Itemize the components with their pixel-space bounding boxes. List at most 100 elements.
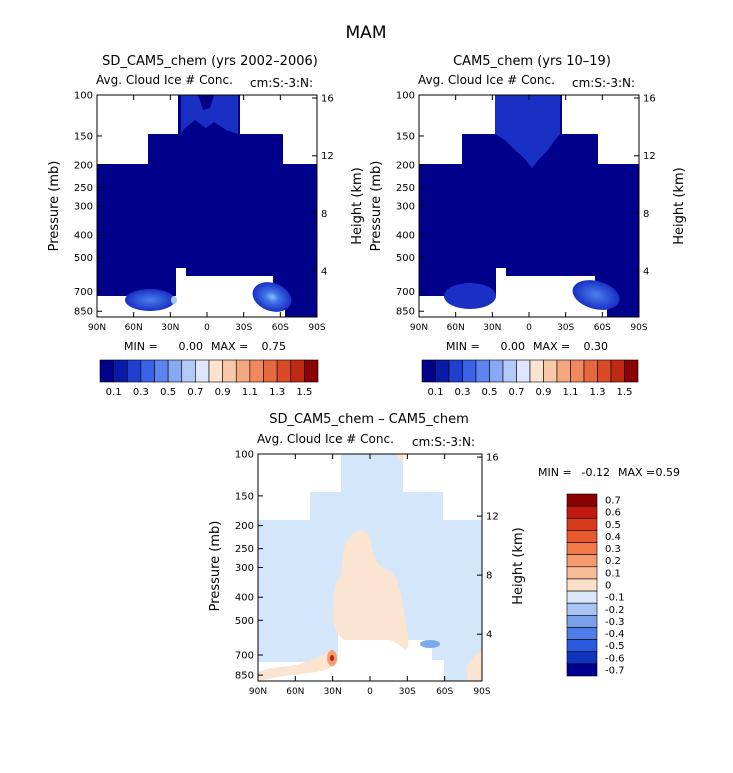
- panel-sd-colorbar-label: 0.9: [215, 387, 231, 398]
- panel-diff-units: cm:S:-3:N:: [412, 435, 475, 449]
- panel-cam-title: CAM5_chem (yrs 10–19): [453, 54, 611, 69]
- panel-cam-colorbar-swatch: [570, 359, 585, 383]
- panel-cam-units: cm:S:-3:N:: [572, 76, 635, 90]
- panel-sd-colorbar-swatch: [113, 359, 128, 383]
- panel-diff-x-tick-label: 30N: [324, 687, 342, 697]
- panel-cam-colorbar-swatch: [489, 359, 504, 383]
- panel-cam-y-tick-right-label: 4: [643, 267, 649, 278]
- panel-sd-x-tick-label: 30S: [235, 323, 252, 333]
- panel-sd-colorbar-label: 1.1: [242, 387, 258, 398]
- panel-sd-colorbar-swatch: [222, 359, 237, 383]
- panel-sd-y-tick-label: 250: [74, 183, 93, 194]
- panel-sd-colorbar-label: 1.3: [269, 387, 285, 398]
- panel-diff-subtitle: Avg. Cloud Ice # Conc.: [257, 432, 394, 446]
- panel-diff-y-tick-label: 250: [235, 544, 254, 555]
- panel-sd-y-tick-label: 100: [74, 91, 93, 102]
- panel-diff-x-tick-label: 30S: [399, 687, 416, 697]
- panel-sd-units: cm:S:-3:N:: [250, 76, 313, 90]
- panel-sd-min-value: 0.00: [179, 340, 204, 353]
- panel-diff-y-tick-label: 100: [235, 450, 254, 461]
- panel-diff-colorbar-label: -0.2: [605, 605, 625, 616]
- panel-diff-y-tick-right-label: 4: [486, 630, 492, 641]
- panel-sd-y-tick-label: 400: [74, 231, 93, 242]
- panel-cam-colorbar-label: 0.7: [509, 387, 525, 398]
- panel-diff-colorbar-label: 0.7: [605, 496, 621, 507]
- panel-cam-x-tick-label: 60S: [594, 323, 611, 333]
- panel-cam-colorbar-swatch: [543, 359, 558, 383]
- panel-diff-colorbar-label: -0.7: [605, 665, 625, 676]
- panel-diff-title: SD_CAM5_chem – CAM5_chem: [269, 412, 469, 427]
- panel-diff-colorbar-swatch: [566, 639, 598, 653]
- panel-sd-colorbar-swatch: [126, 359, 142, 383]
- panel-sd-max-value: 0.75: [262, 340, 287, 353]
- panel-sd-min-label: MIN =: [124, 340, 158, 353]
- panel-cam-ylabel-right: Height (km): [672, 167, 687, 244]
- panel-cam-ice-upper: [495, 95, 560, 168]
- panel-sd-ice-spot: [171, 296, 177, 304]
- panel-diff-max-value: 0.59: [656, 466, 681, 479]
- panel-diff-colorbar-swatch: [566, 627, 598, 640]
- panel-cam-colorbar-label: 1.5: [617, 387, 633, 398]
- panel-cam-y-tick-right-label: 12: [643, 151, 656, 162]
- panel-cam-colorbar-swatch: [516, 359, 531, 383]
- panel-cam-colorbar-swatch: [502, 359, 517, 383]
- panel-sd-colorbar-label: 0.3: [133, 387, 149, 398]
- panel-diff-colorbar-swatch: [566, 602, 598, 616]
- panel-sd-colorbar-swatch: [304, 359, 319, 383]
- panel-sd-colorbar-swatch: [263, 359, 278, 383]
- panel-diff: SD_CAM5_chem – CAM5_chem Avg. Cloud Ice …: [208, 412, 680, 697]
- panel-sd-title: SD_CAM5_chem (yrs 2002–2006): [102, 54, 318, 69]
- panel-cam-colorbar-swatch: [597, 359, 612, 383]
- panel-sd-y-tick-right-label: 16: [321, 94, 334, 105]
- panel-diff-x-tick-label: 0: [367, 687, 373, 697]
- panel-sd: SD_CAM5_chem (yrs 2002–2006) Avg. Cloud …: [47, 54, 365, 398]
- panel-cam-colorbar-swatch: [475, 359, 490, 383]
- panel-cam-ice-region: [419, 95, 639, 317]
- panel-diff-y-tick-label: 400: [235, 593, 254, 604]
- panel-sd-colorbar-swatch: [235, 359, 251, 383]
- panel-diff-colorbar-swatch: [566, 651, 598, 665]
- panel-diff-colorbar-label: 0.4: [605, 532, 621, 543]
- panel-diff-colorbar-swatch: [566, 505, 598, 519]
- panel-cam-colorbar-swatch: [435, 359, 450, 383]
- panel-diff-neg-spot: [420, 640, 440, 648]
- panel-cam-colorbar-swatch: [529, 359, 544, 383]
- panel-cam-subtitle: Avg. Cloud Ice # Conc.: [418, 73, 555, 87]
- panel-diff-x-tick-label: 60N: [286, 687, 304, 697]
- panel-cam-colorbar-label: 0.5: [482, 387, 498, 398]
- panel-sd-colorbar-swatch: [140, 359, 155, 383]
- panel-sd-x-tick-label: 90S: [308, 323, 325, 333]
- panel-cam-y-tick-label: 500: [396, 253, 415, 264]
- panel-sd-y-tick-label: 150: [74, 131, 93, 142]
- panel-diff-ylabel-right: Height (km): [511, 527, 526, 604]
- panel-sd-colorbar-label: 1.5: [296, 387, 312, 398]
- panel-diff-y-tick-right-label: 16: [486, 453, 499, 464]
- panel-cam-y-tick-label: 400: [396, 231, 415, 242]
- panel-diff-x-tick-label: 90S: [473, 687, 490, 697]
- panel-cam-colorbar-swatch: [610, 359, 625, 383]
- panel-sd-colorbar-label: 0.1: [106, 387, 122, 398]
- panel-diff-colorbar-label: -0.3: [605, 617, 625, 628]
- panel-diff-y-tick-label: 500: [235, 616, 254, 627]
- panel-cam-min-value: 0.00: [501, 340, 526, 353]
- panel-cam-colorbar-swatch: [421, 359, 436, 383]
- panel-cam-y-tick-label: 250: [396, 183, 415, 194]
- panel-cam-colorbar-label: 1.1: [563, 387, 579, 398]
- panel-diff-colorbar-label: -0.1: [605, 593, 625, 604]
- panel-cam-colorbar-label: 0.9: [536, 387, 552, 398]
- panel-diff-colorbar-label: 0: [605, 581, 611, 592]
- panel-sd-y-tick-label: 300: [74, 202, 93, 213]
- panel-diff-x-tick-label: 60S: [436, 687, 453, 697]
- panel-diff-ylabel: Pressure (mb): [208, 521, 223, 612]
- panel-cam-colorbar-label: 0.1: [428, 387, 444, 398]
- panel-sd-x-tick-label: 30N: [161, 323, 179, 333]
- figure-title: MAM: [346, 23, 387, 43]
- panel-cam-colorbar-swatch: [583, 359, 598, 383]
- panel-diff-colorbar-swatch: [566, 590, 598, 604]
- panel-sd-x-tick-label: 60N: [125, 323, 143, 333]
- panel-sd-y-tick-label: 850: [74, 307, 93, 318]
- panel-diff-colorbar-label: -0.6: [605, 653, 625, 664]
- panel-sd-ice-max-north: [125, 289, 175, 311]
- panel-sd-subtitle: Avg. Cloud Ice # Conc.: [96, 73, 233, 87]
- panel-diff-colorbar-label: 0.6: [605, 508, 621, 519]
